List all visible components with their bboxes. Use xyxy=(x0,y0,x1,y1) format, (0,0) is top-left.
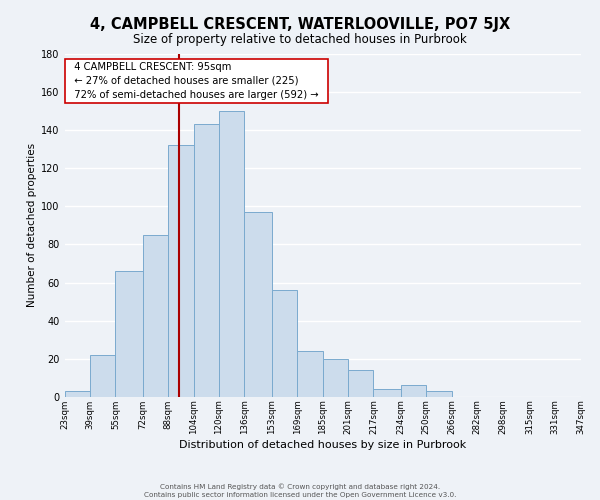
Y-axis label: Number of detached properties: Number of detached properties xyxy=(27,144,37,308)
Bar xyxy=(426,391,452,397)
Bar xyxy=(168,146,194,397)
Text: Contains HM Land Registry data © Crown copyright and database right 2024.
Contai: Contains HM Land Registry data © Crown c… xyxy=(144,484,456,498)
Bar xyxy=(65,391,90,397)
Bar xyxy=(219,111,244,397)
Bar xyxy=(90,355,115,397)
Bar xyxy=(401,386,426,397)
Text: 4 CAMPBELL CRESCENT: 95sqm
  ← 27% of detached houses are smaller (225)
  72% of: 4 CAMPBELL CRESCENT: 95sqm ← 27% of deta… xyxy=(68,62,325,100)
Bar xyxy=(348,370,373,397)
Bar xyxy=(272,290,297,397)
Text: Size of property relative to detached houses in Purbrook: Size of property relative to detached ho… xyxy=(133,32,467,46)
Bar xyxy=(143,235,168,397)
X-axis label: Distribution of detached houses by size in Purbrook: Distribution of detached houses by size … xyxy=(179,440,466,450)
Bar xyxy=(244,212,272,397)
Bar xyxy=(194,124,219,397)
Bar xyxy=(323,358,348,397)
Bar xyxy=(373,389,401,397)
Text: 4, CAMPBELL CRESCENT, WATERLOOVILLE, PO7 5JX: 4, CAMPBELL CRESCENT, WATERLOOVILLE, PO7… xyxy=(90,18,510,32)
Bar xyxy=(115,271,143,397)
Bar xyxy=(297,351,323,397)
